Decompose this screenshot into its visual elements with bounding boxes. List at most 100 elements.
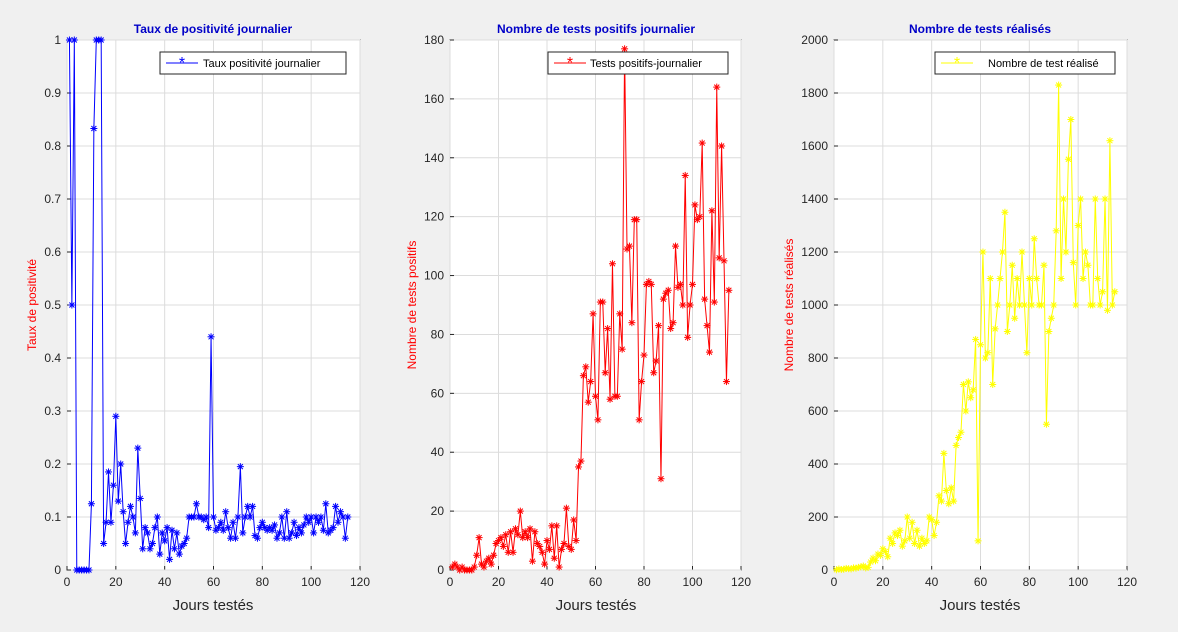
data-point: [928, 516, 936, 524]
data-point: [122, 540, 130, 547]
x-axis-label-3: Jours testés: [940, 597, 1021, 614]
data-point: [126, 502, 134, 510]
data-point: [70, 36, 78, 44]
data-point: [575, 463, 583, 471]
data-point: [582, 363, 590, 371]
x-tick-label: 20: [876, 575, 890, 589]
legend-marker-3: *: [954, 55, 960, 72]
data-point: [302, 513, 310, 521]
legend-box-2: [547, 51, 729, 75]
chart-3: 0 20 40 60 80 100 1200200400600800100012001400…: [782, 22, 1137, 614]
data-point: [485, 554, 493, 562]
data-point: [689, 280, 696, 288]
data-point: [300, 521, 308, 529]
data-point: [509, 548, 517, 556]
data-point: [124, 518, 132, 526]
y-tick-label: 60: [431, 386, 445, 400]
tick-labels-2: 0 20 40 60 80 100 120 0 20 40 60 80 100 120 140 160 180: [424, 33, 751, 589]
data-point: [341, 534, 349, 542]
legend-label-2: Tests positifs-journalier: [590, 58, 702, 70]
y-tick-label: 400: [808, 457, 828, 471]
y-tick-label: 0: [437, 563, 444, 577]
data-point: [1072, 301, 1080, 309]
data-point: [606, 395, 614, 403]
data-point: [621, 45, 629, 53]
data-point: [117, 460, 125, 468]
y-tick-label: 600: [808, 404, 828, 418]
data-point: [1018, 248, 1026, 256]
data-point: [986, 275, 994, 282]
data-point: [1094, 275, 1102, 282]
data-point: [989, 381, 997, 388]
data-point: [1064, 155, 1072, 163]
data-point: [942, 487, 950, 494]
data-point: [134, 444, 142, 452]
x-tick-label: 100: [682, 575, 702, 589]
data-point: [940, 449, 948, 457]
data-point: [219, 526, 227, 534]
data-point: [886, 534, 894, 542]
data-point: [531, 528, 539, 536]
y-tick-label: 0: [821, 563, 828, 577]
data-point: [1099, 288, 1107, 296]
data-point: [715, 254, 723, 262]
data-point: [1052, 227, 1060, 235]
series-group-1: [65, 36, 352, 574]
data-point: [246, 513, 254, 521]
data-point: [105, 468, 113, 476]
data-point: [676, 280, 684, 288]
data-point: [562, 504, 570, 512]
data-point: [558, 545, 566, 553]
data-point: [633, 216, 641, 224]
data-point: [1079, 275, 1087, 282]
data-point: [703, 322, 711, 330]
data-point: [881, 547, 889, 555]
data-point: [148, 540, 156, 547]
y-tick-label: 0.1: [44, 510, 61, 524]
y-tick-label: 0.5: [44, 298, 61, 312]
x-tick-label: 0: [447, 575, 454, 589]
data-point: [1069, 259, 1077, 267]
data-point: [896, 526, 904, 534]
data-point: [1091, 195, 1099, 203]
series-group-3: [832, 81, 1119, 574]
data-point: [577, 457, 585, 465]
data-point: [173, 529, 181, 537]
x-tick-label: 60: [974, 575, 988, 589]
data-point: [278, 513, 286, 521]
data-point: [705, 348, 713, 356]
data-point: [686, 301, 694, 309]
data-point: [202, 513, 210, 521]
legend-box-1: [159, 51, 347, 75]
data-point: [545, 545, 553, 553]
data-point: [937, 497, 945, 505]
data-point: [1111, 288, 1119, 296]
data-point: [567, 545, 575, 553]
y-tick-label: 800: [808, 351, 828, 365]
data-point: [681, 171, 689, 179]
data-point: [935, 492, 943, 500]
data-point: [507, 528, 515, 536]
data-point: [180, 540, 188, 547]
data-point: [945, 500, 953, 508]
data-point: [156, 550, 164, 558]
data-point: [913, 526, 921, 534]
data-point: [1045, 328, 1053, 335]
data-point: [1106, 137, 1114, 145]
data-point: [1103, 306, 1111, 314]
data-point: [268, 526, 276, 534]
data-point: [618, 345, 626, 353]
x-tick-label: 40: [925, 575, 939, 589]
data-point: [901, 537, 909, 545]
data-point: [336, 508, 344, 516]
data-point: [911, 540, 919, 547]
data-point: [594, 416, 602, 424]
data-point: [570, 516, 578, 524]
data-point: [974, 537, 982, 545]
data-point: [119, 508, 127, 516]
data-point: [722, 378, 730, 386]
data-point: [100, 540, 108, 547]
y-tick-label: 160: [424, 92, 444, 106]
data-point: [1003, 328, 1011, 335]
data-point: [1101, 195, 1109, 203]
